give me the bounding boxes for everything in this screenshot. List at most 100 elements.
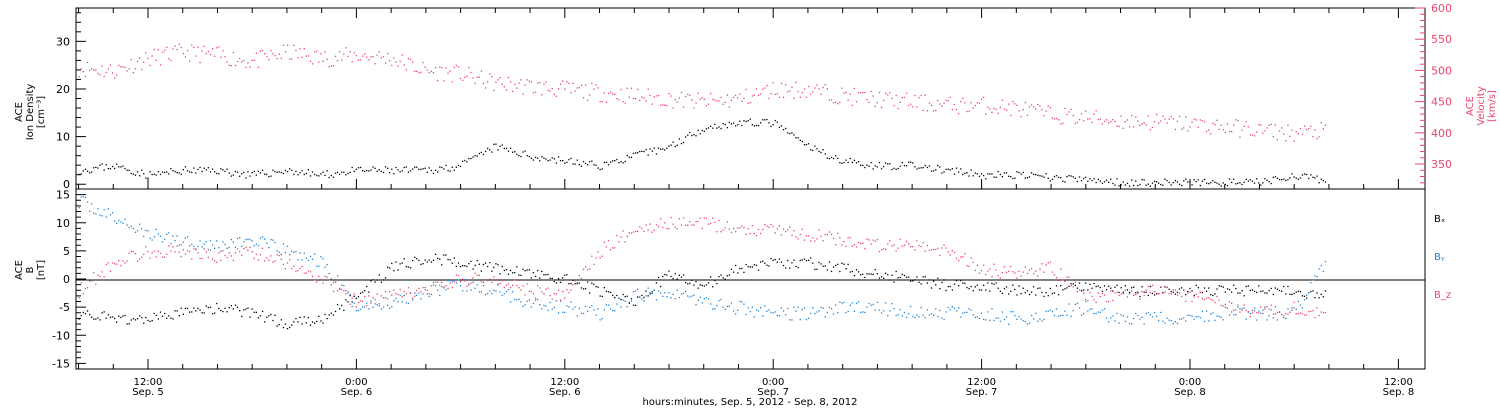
by-point bbox=[1083, 313, 1085, 315]
by-point bbox=[487, 292, 489, 295]
velocity-point bbox=[168, 58, 170, 60]
by-point bbox=[941, 317, 943, 319]
bz-point bbox=[118, 260, 120, 262]
by-point bbox=[120, 221, 122, 223]
by-point bbox=[993, 319, 995, 322]
velocity-point bbox=[668, 92, 670, 95]
velocity-point bbox=[1068, 111, 1070, 113]
density-point bbox=[264, 173, 266, 175]
x-tick-label-date: Sep. 7 bbox=[966, 387, 998, 398]
velocity-point bbox=[572, 82, 574, 84]
bx-point bbox=[482, 263, 485, 266]
bx-point bbox=[649, 293, 651, 295]
by-point bbox=[349, 293, 351, 296]
by-point bbox=[1143, 323, 1145, 325]
velocity-point bbox=[141, 68, 143, 71]
by-point bbox=[653, 289, 655, 291]
density-point bbox=[787, 132, 789, 134]
top-right-ylabel-line1: ACE bbox=[1465, 96, 1476, 116]
velocity-point bbox=[149, 64, 151, 66]
velocity-point bbox=[564, 88, 566, 90]
bx-point bbox=[755, 264, 758, 266]
density-point bbox=[707, 127, 710, 129]
bx-point bbox=[676, 278, 678, 280]
bx-point bbox=[1318, 297, 1320, 299]
by-point bbox=[526, 300, 528, 302]
velocity-point bbox=[257, 66, 260, 68]
bz-point bbox=[612, 247, 614, 249]
bx-point bbox=[743, 271, 745, 273]
by-point bbox=[1112, 315, 1114, 317]
by-point bbox=[393, 300, 395, 302]
bz-point bbox=[885, 248, 887, 251]
velocity-point bbox=[132, 72, 134, 74]
bx-point bbox=[657, 276, 660, 279]
density-point bbox=[572, 163, 574, 165]
by-point bbox=[520, 301, 522, 303]
bz-point bbox=[1060, 268, 1062, 270]
velocity-point bbox=[699, 98, 701, 100]
velocity-point bbox=[514, 83, 516, 85]
velocity-point bbox=[164, 49, 166, 51]
bx-point bbox=[207, 306, 209, 309]
by-point bbox=[1030, 314, 1033, 317]
by-point bbox=[472, 281, 474, 284]
bz-point bbox=[82, 293, 84, 295]
bz-point bbox=[474, 272, 476, 274]
density-point bbox=[851, 161, 853, 164]
bz-point bbox=[1168, 292, 1170, 295]
bz-point bbox=[889, 240, 891, 242]
velocity-point bbox=[530, 81, 533, 83]
velocity-point bbox=[997, 112, 999, 114]
by-point bbox=[797, 306, 799, 308]
density-point bbox=[1153, 180, 1156, 182]
density-point bbox=[641, 150, 643, 152]
bx-point bbox=[1024, 292, 1026, 294]
by-point bbox=[870, 304, 872, 306]
density-point bbox=[201, 170, 203, 173]
density-point bbox=[1176, 181, 1179, 183]
bz-point bbox=[184, 253, 187, 255]
velocity-point bbox=[412, 61, 414, 63]
bz-point bbox=[1266, 306, 1268, 308]
bx-point bbox=[1128, 291, 1131, 294]
bz-point bbox=[1197, 296, 1199, 298]
bx-point bbox=[1231, 291, 1233, 293]
bx-point bbox=[1118, 291, 1120, 294]
bx-point bbox=[1012, 284, 1014, 286]
by-point bbox=[1293, 307, 1295, 309]
velocity-point bbox=[1028, 106, 1031, 108]
density-point bbox=[676, 144, 678, 146]
bz-point bbox=[234, 252, 237, 254]
velocity-point bbox=[414, 70, 416, 72]
density-point bbox=[951, 168, 953, 170]
velocity-point bbox=[1137, 120, 1139, 122]
velocity-point bbox=[655, 95, 658, 97]
bz-point bbox=[437, 281, 439, 283]
bx-point bbox=[1181, 287, 1183, 289]
density-point bbox=[293, 173, 295, 176]
velocity-point bbox=[286, 44, 289, 46]
by-point bbox=[314, 253, 316, 255]
by-point bbox=[320, 256, 322, 258]
velocity-point bbox=[322, 60, 324, 62]
density-point bbox=[91, 171, 93, 173]
density-point bbox=[653, 147, 655, 149]
density-point bbox=[1160, 183, 1162, 186]
by-point bbox=[768, 309, 770, 311]
bx-point bbox=[426, 261, 428, 263]
velocity-point bbox=[924, 94, 926, 96]
by-point bbox=[789, 319, 791, 321]
density-point bbox=[922, 167, 924, 169]
density-point bbox=[474, 155, 476, 157]
bz-point bbox=[345, 293, 347, 295]
bx-point bbox=[772, 259, 774, 261]
bx-point bbox=[958, 285, 960, 287]
velocity-point bbox=[1289, 135, 1291, 137]
by-point bbox=[407, 302, 410, 305]
bz-point bbox=[1053, 274, 1056, 276]
velocity-point bbox=[1020, 115, 1022, 118]
density-point bbox=[480, 151, 482, 154]
bx-point bbox=[974, 286, 976, 288]
by-point bbox=[453, 279, 455, 282]
